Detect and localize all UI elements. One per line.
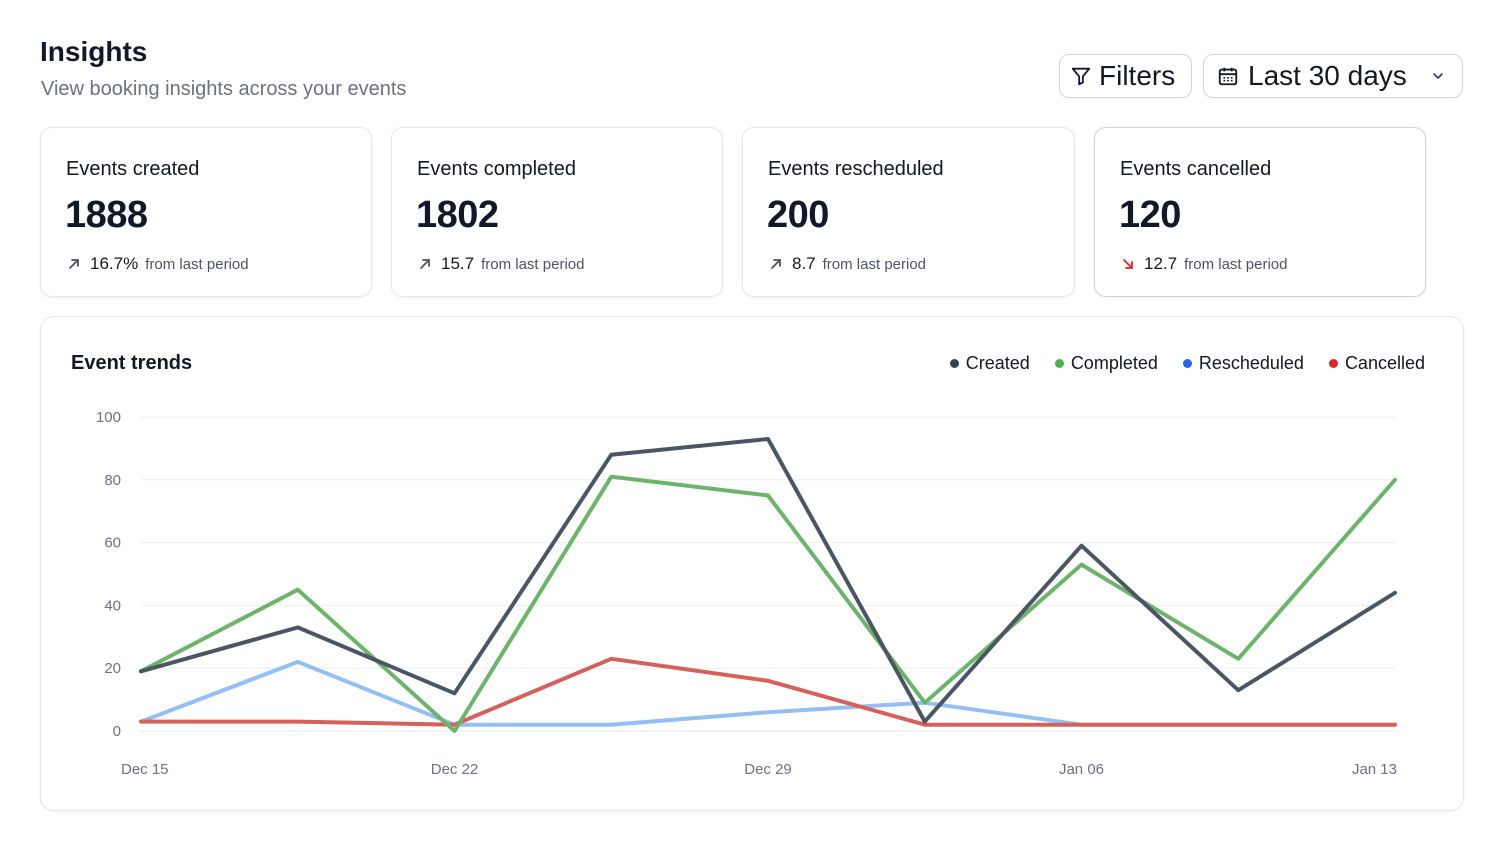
stat-card-delta-value: 8.7 [792,254,816,273]
legend-label: Completed [1070,353,1158,373]
legend-item-rescheduled[interactable]: Rescheduled [1182,353,1304,374]
legend-label: Rescheduled [1198,353,1304,373]
stat-card-cancelled: Events cancelled 120 12.7 from last peri… [1094,127,1426,297]
arrow-up-right-icon [769,257,783,271]
legend-item-created[interactable]: Created [949,353,1030,374]
stat-card-title: Events completed [417,158,576,180]
arrow-up-right-icon [418,257,432,271]
stat-card-delta-suffix: from last period [1184,255,1288,273]
legend-label: Created [965,353,1030,373]
legend-dot [1182,359,1192,368]
y-tick-label: 20 [104,660,121,677]
date-range-label: Last 30 days [1248,60,1407,91]
x-tick-label: Jan 13 [1352,761,1397,778]
x-tick-label: Dec 22 [431,761,479,778]
arrow-down-right-icon [1121,257,1135,271]
legend-label: Cancelled [1344,353,1425,373]
filter-icon [1070,65,1092,87]
y-tick-label: 0 [113,723,121,740]
chart-legend: Created Completed Rescheduled Cancelled [925,353,1425,374]
stat-card-delta-suffix: from last period [145,255,249,273]
legend-dot [1328,359,1338,368]
stat-card-value: 1802 [416,194,499,236]
stat-card-delta-value: 12.7 [1144,254,1178,273]
y-tick-label: 40 [104,597,121,614]
legend-dot [1054,359,1064,368]
stat-card-delta-suffix: from last period [481,255,585,273]
chevron-down-icon [1430,68,1446,84]
header-title: Insights [40,36,148,67]
legend-item-completed[interactable]: Completed [1054,353,1158,374]
x-tick-label: Dec 15 [121,761,169,778]
y-tick-label: 60 [104,535,121,552]
series-line-created [139,437,1397,724]
stat-card-created: Events created 1888 16.7% from last peri… [40,127,372,297]
series-line-completed [139,474,1397,733]
x-tick-label: Dec 29 [744,761,792,778]
event-trends-chart: 0 20 40 60 80 100 Dec 15 Dec 22 Dec 29 Jan 06 Jan … [96,409,1397,778]
stat-card-delta-value: 16.7% [90,254,139,273]
filters-button[interactable]: Filters [1059,54,1192,98]
legend-item-cancelled[interactable]: Cancelled [1328,353,1425,374]
stat-card-delta: 15.7 from last period [418,254,584,274]
stat-card-delta: 12.7 from last period [1121,254,1287,274]
stat-card-value: 120 [1119,194,1181,236]
stat-card-delta: 8.7 from last period [769,254,926,274]
stat-card-delta-suffix: from last period [822,255,927,273]
stat-card-completed: Events completed 1802 15.7 from last per… [391,127,723,297]
stat-card-title: Events created [66,158,200,180]
stat-card-title: Events cancelled [1120,158,1272,180]
x-tick-label: Jan 06 [1059,761,1104,778]
stat-card-value: 1888 [65,194,148,236]
stat-card-rescheduled: Events rescheduled 200 8.7 from last per… [742,127,1075,297]
date-range-dropdown[interactable]: Last 30 days [1203,54,1463,98]
y-tick-label: 80 [104,472,121,489]
filters-label: Filters [1099,60,1176,91]
event-trends-card: Event trends Created Completed Reschedul… [40,316,1464,811]
calendar-icon [1217,65,1239,87]
header-subtitle: View booking insights across your events [41,78,407,100]
stat-card-value: 200 [767,194,829,236]
stat-card-delta: 16.7% from last period [67,254,249,274]
series-line-cancelled [139,656,1397,727]
series-line-rescheduled [139,659,1397,727]
stat-card-delta-value: 15.7 [441,254,475,273]
chart-title: Event trends [71,352,193,374]
y-tick-label: 100 [96,409,121,426]
legend-dot [949,359,959,368]
stat-card-title: Events rescheduled [768,158,944,180]
arrow-up-right-icon [67,257,81,271]
